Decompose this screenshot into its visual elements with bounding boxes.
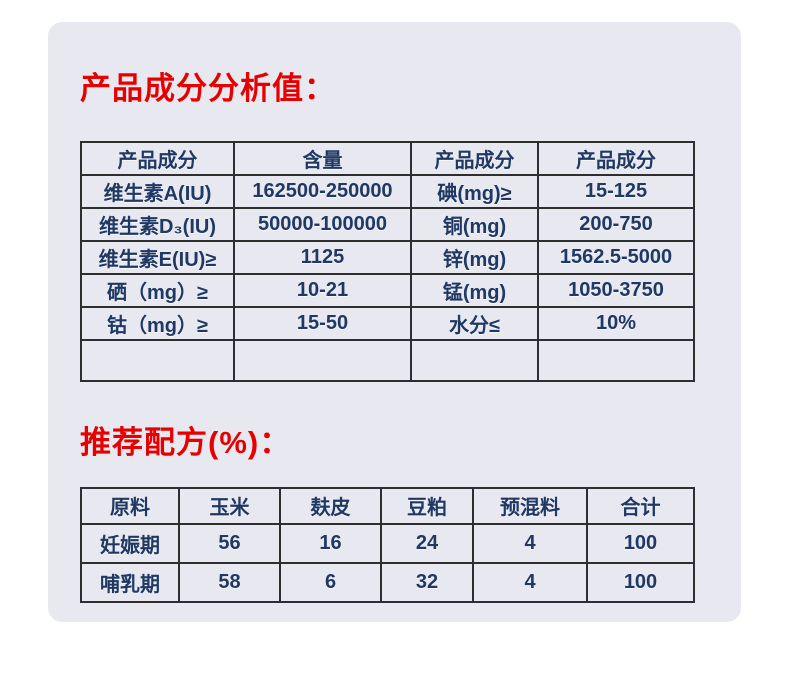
value-cell: 1050-3750	[537, 272, 695, 308]
column-header: 麸皮	[279, 486, 382, 525]
component-cell: 钴（mg）≥	[80, 305, 235, 341]
table-row: 钴（mg）≥ 15-50 水分≤ 10%	[80, 305, 695, 341]
column-header: 原料	[80, 486, 180, 525]
table-row: 维生素D₃(IU) 50000-100000 铜(mg) 200-750	[80, 206, 695, 242]
table-row: 硒（mg）≥ 10-21 锰(mg) 1050-3750	[80, 272, 695, 308]
empty-cell	[537, 338, 695, 382]
composition-table: 产品成分 含量 产品成分 产品成分 维生素A(IU) 162500-250000…	[80, 140, 695, 382]
value-cell: 1125	[233, 239, 412, 275]
composition-header-row: 产品成分 含量 产品成分 产品成分	[80, 140, 695, 176]
table-row: 妊娠期 56 16 24 4 100	[80, 522, 695, 564]
section-title-analysis: 产品成分分析值：	[80, 71, 336, 106]
component-cell: 锰(mg)	[410, 272, 539, 308]
component-cell: 维生素A(IU)	[80, 173, 235, 209]
empty-cell	[233, 338, 412, 382]
formula-header-row: 原料 玉米 麸皮 豆粕 预混料 合计	[80, 486, 695, 525]
table-row: 维生素A(IU) 162500-250000 碘(mg)≥ 15-125	[80, 173, 695, 209]
component-cell: 维生素E(IU)≥	[80, 239, 235, 275]
column-header: 玉米	[178, 486, 281, 525]
value-cell: 200-750	[537, 206, 695, 242]
value-cell: 56	[178, 522, 281, 564]
value-cell: 10%	[537, 305, 695, 341]
column-header: 产品成分	[537, 140, 695, 176]
column-header: 含量	[233, 140, 412, 176]
table-row: 维生素E(IU)≥ 1125 锌(mg) 1562.5-5000	[80, 239, 695, 275]
section-title-formula: 推荐配方(%)：	[80, 424, 292, 460]
column-header: 预混料	[472, 486, 588, 525]
phase-cell: 妊娠期	[80, 522, 180, 564]
column-header: 豆粕	[380, 486, 474, 525]
value-cell: 10-21	[233, 272, 412, 308]
phase-cell: 哺乳期	[80, 561, 180, 603]
value-cell: 4	[472, 561, 588, 603]
value-cell: 15-125	[537, 173, 695, 209]
value-cell: 162500-250000	[233, 173, 412, 209]
value-cell: 15-50	[233, 305, 412, 341]
product-info-card: 产品成分分析值： 产品成分 含量 产品成分 产品成分 维生素A(IU) 1625…	[48, 22, 741, 622]
value-cell: 100	[586, 522, 695, 564]
value-cell: 4	[472, 522, 588, 564]
value-cell: 50000-100000	[233, 206, 412, 242]
formula-table: 原料 玉米 麸皮 豆粕 预混料 合计 妊娠期 56 16 24 4 100	[80, 486, 695, 603]
column-header: 产品成分	[410, 140, 539, 176]
component-cell: 硒（mg）≥	[80, 272, 235, 308]
component-cell: 铜(mg)	[410, 206, 539, 242]
value-cell: 100	[586, 561, 695, 603]
empty-cell	[80, 338, 235, 382]
component-cell: 维生素D₃(IU)	[80, 206, 235, 242]
component-cell: 碘(mg)≥	[410, 173, 539, 209]
column-header: 合计	[586, 486, 695, 525]
component-cell: 水分≤	[410, 305, 539, 341]
table-row: 哺乳期 58 6 32 4 100	[80, 561, 695, 603]
value-cell: 58	[178, 561, 281, 603]
value-cell: 1562.5-5000	[537, 239, 695, 275]
value-cell: 24	[380, 522, 474, 564]
empty-cell	[410, 338, 539, 382]
value-cell: 32	[380, 561, 474, 603]
column-header: 产品成分	[80, 140, 235, 176]
value-cell: 16	[279, 522, 382, 564]
table-row-empty	[80, 338, 695, 382]
component-cell: 锌(mg)	[410, 239, 539, 275]
value-cell: 6	[279, 561, 382, 603]
